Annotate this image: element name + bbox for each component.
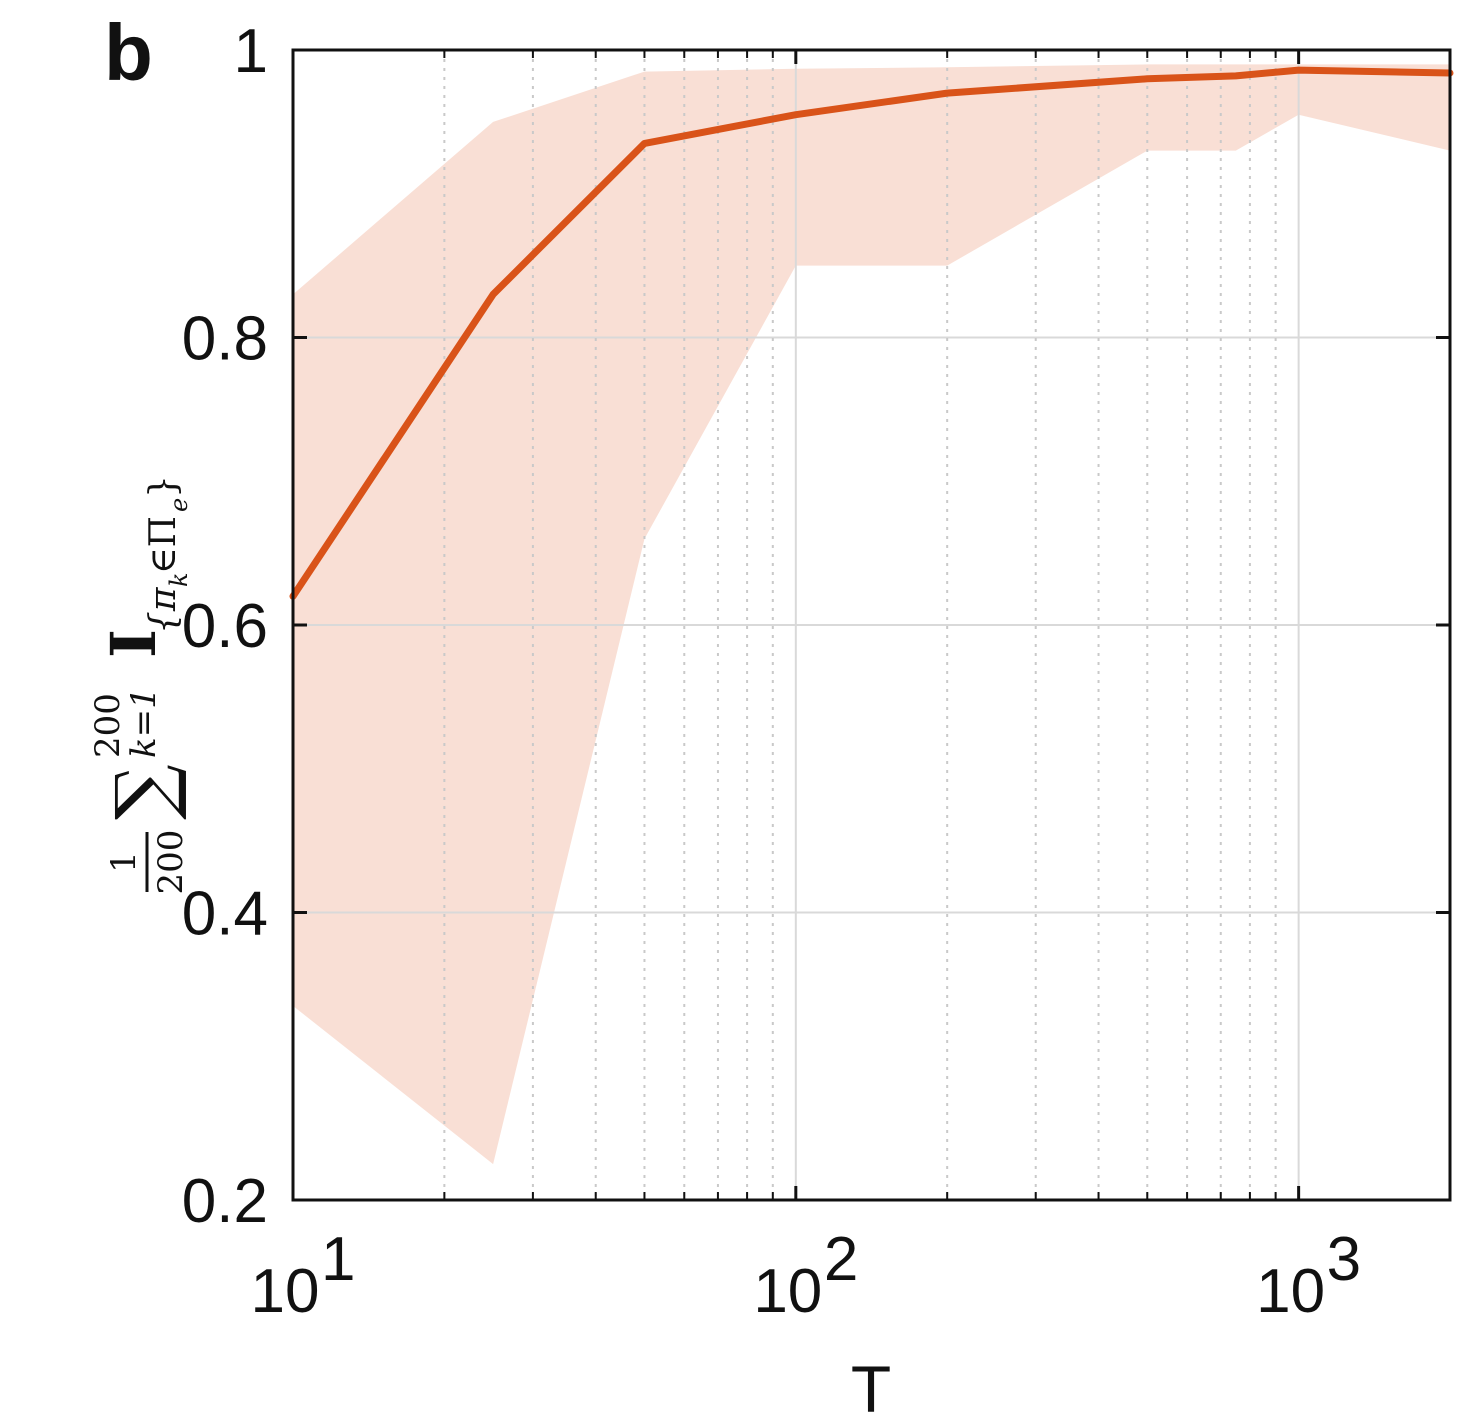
y-label-subscript: {π <box>143 586 184 634</box>
x-tick-label-exponent: 3 <box>1327 1225 1361 1294</box>
uncertainty-band <box>293 64 1450 1165</box>
x-tick-label: 10 <box>1256 1257 1325 1326</box>
plot-area <box>289 48 1454 1202</box>
x-tick-label-exponent: 1 <box>321 1225 355 1294</box>
y-label-subscript-rest: ∈Π <box>143 516 184 574</box>
y-axis-label: 1 200 ∑ 200 k=1 I {π k ∈Π e } <box>88 475 193 894</box>
grid-layer <box>293 50 1450 1200</box>
y-label-subscript-k: k <box>165 572 193 587</box>
y-tick-label: 0.6 <box>182 592 268 661</box>
y-tick-label: 0.2 <box>182 1167 268 1236</box>
x-axis-label: T <box>851 1352 891 1422</box>
y-tick-label: 1 <box>234 17 268 86</box>
x-tick-label-exponent: 2 <box>824 1225 858 1294</box>
series-line-mean <box>289 66 1454 600</box>
y-label-indicator: I <box>97 629 170 658</box>
panel-label: b <box>104 8 153 97</box>
axes-layer <box>291 48 1452 1202</box>
y-label-subscript-e: e <box>165 498 193 512</box>
y-tick-labels: 0.2 0.4 0.6 0.8 1 <box>182 17 268 1236</box>
uncertainty-band-layer <box>293 64 1450 1165</box>
x-tick-label: 10 <box>753 1257 822 1326</box>
y-label-sum-lower: k=1 <box>124 687 164 758</box>
y-label-frac-den: 200 <box>151 830 191 895</box>
series-line-layer <box>289 66 1454 600</box>
x-tick-label: 10 <box>251 1257 320 1326</box>
y-label-sum-upper: 200 <box>88 693 128 758</box>
x-tick-labels: 10 1 10 2 10 3 <box>251 1225 1362 1326</box>
y-tick-label: 0.8 <box>182 305 268 374</box>
y-label-sum: ∑ <box>100 764 190 820</box>
y-tick-label: 0.4 <box>182 880 268 949</box>
y-label-subscript-close: } <box>143 475 184 498</box>
y-label-frac-num: 1 <box>104 851 144 873</box>
